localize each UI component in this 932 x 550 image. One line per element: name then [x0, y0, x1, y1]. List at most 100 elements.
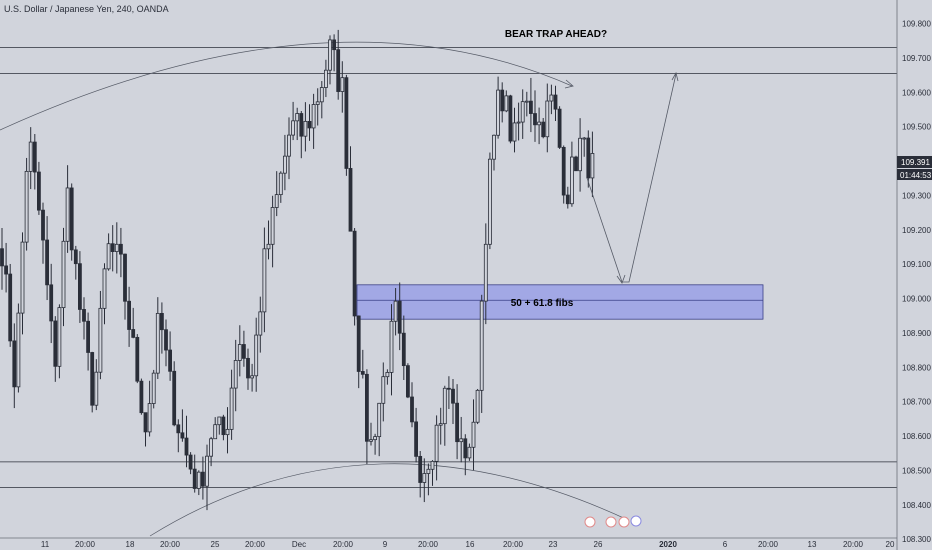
candle-body [172, 370, 177, 426]
candle-body [57, 307, 62, 367]
time-tick-label: 20:00 [843, 540, 864, 549]
candle-body [500, 89, 505, 112]
candle-body [143, 412, 148, 433]
candle-body [541, 121, 546, 138]
candle-body [385, 372, 390, 378]
candle-body [119, 243, 123, 255]
candle-body [45, 239, 49, 286]
candle-body [508, 95, 513, 142]
candle-body [369, 439, 373, 442]
candle-body [94, 371, 99, 406]
calendar-event-icon[interactable] [630, 515, 642, 527]
time-tick-label: 20:00 [160, 540, 181, 549]
candle-body [258, 311, 263, 336]
time-tick-label: 16 [466, 540, 475, 549]
candle-body [590, 153, 595, 179]
price-tick-label: 108.400 [902, 501, 931, 510]
candle-body [114, 243, 119, 252]
candle-body [319, 87, 324, 103]
candle-body [262, 248, 267, 313]
projection-path [586, 73, 677, 283]
calendar-event-icon[interactable] [618, 516, 630, 528]
event-icons[interactable] [584, 515, 642, 528]
candle-body [430, 460, 435, 470]
price-tick-label: 109.700 [902, 54, 931, 63]
price-tick-label: 108.700 [902, 398, 931, 407]
candle-body [28, 141, 33, 172]
candle-body [328, 39, 332, 71]
price-tick-label: 109.100 [902, 260, 931, 269]
candle-body [356, 315, 361, 372]
price-tick-label: 109.300 [902, 191, 931, 200]
candle-body [570, 156, 574, 205]
candle-body [229, 387, 234, 430]
time-tick-label: 20 [886, 540, 895, 549]
candle-body [246, 357, 250, 379]
candle-body [442, 387, 447, 425]
candle-body [340, 77, 345, 92]
candle-body [348, 168, 353, 232]
candle-body [352, 230, 357, 317]
candle-body [364, 373, 369, 442]
candle-body [291, 120, 296, 136]
candle-body [123, 253, 127, 302]
candle-body [553, 94, 558, 110]
candle-body [90, 352, 95, 406]
time-tick-label: 20:00 [758, 540, 779, 549]
candle-body [127, 300, 131, 330]
candle-body [529, 100, 533, 114]
candle-body [360, 371, 365, 375]
candle-body [61, 240, 66, 309]
candle-body [69, 187, 74, 251]
candle-body [282, 155, 287, 174]
candle-body [65, 187, 70, 242]
calendar-event-icon[interactable] [584, 516, 596, 528]
candle-body [254, 334, 259, 377]
candle-body [164, 329, 168, 351]
candle-body [73, 249, 78, 265]
candle-body [344, 77, 349, 169]
price-tick-label: 109.200 [902, 226, 931, 235]
candle-body [455, 402, 460, 443]
candle-body [516, 121, 521, 124]
calendar-event-icon[interactable] [605, 516, 617, 528]
candle-body [311, 104, 316, 129]
candle-body [520, 101, 525, 123]
time-tick-label: 20:00 [75, 540, 96, 549]
candle-body [549, 94, 554, 102]
candle-body [586, 137, 591, 179]
candle-body [188, 454, 193, 470]
candle-body [37, 171, 41, 211]
candle-body [147, 403, 152, 433]
time-tick-label: 25 [211, 540, 220, 549]
candle-body [389, 320, 394, 373]
candle-body [410, 396, 414, 423]
time-tick-label: 11 [41, 540, 50, 549]
chart-title: U.S. Dollar / Japanese Yen, 240, OANDA [4, 4, 169, 14]
time-tick-label: 23 [549, 540, 558, 549]
candle-body [414, 421, 419, 457]
candle-body [241, 344, 246, 359]
candle-body [86, 320, 90, 353]
candle-body [98, 307, 103, 373]
candle-body [557, 108, 562, 148]
candle-body [524, 100, 529, 103]
candle-body [487, 158, 492, 245]
price-tick-label: 109.500 [902, 123, 931, 132]
candle-body [168, 349, 173, 372]
candle-body [582, 137, 587, 140]
candle-body [299, 113, 304, 137]
candle-body [110, 243, 115, 252]
candle-body [574, 156, 578, 172]
candle-body [471, 421, 476, 448]
fib-zone-layer [356, 284, 764, 320]
candle-body [176, 424, 181, 434]
arrowhead-down [616, 274, 626, 284]
candle-body [0, 248, 4, 267]
candle-body [401, 332, 406, 367]
candle-body [180, 432, 185, 439]
candle-body [533, 113, 537, 126]
